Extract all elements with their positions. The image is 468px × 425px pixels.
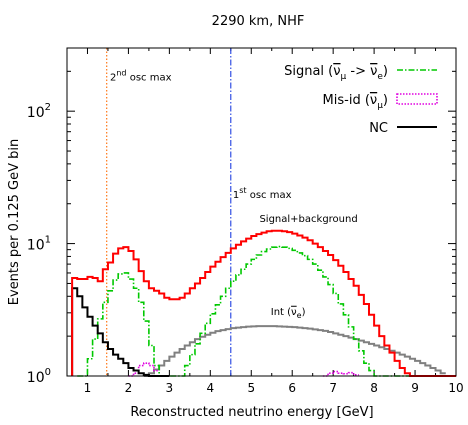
annotation-label: Signal+background [259, 214, 357, 225]
legend-swatch [396, 93, 438, 105]
axis-ticks: 1 2 3 4 5 6 7 8 9 10 100 101 102 [27, 47, 464, 395]
legend-label: Signal (νμ -> νe) [284, 64, 388, 82]
x-tick-label: 9 [411, 381, 419, 395]
y-axis-label: Events per 0.125 GeV bin [7, 139, 22, 305]
x-tick-label: 5 [247, 381, 255, 395]
osc-max-label: 1st osc max [233, 186, 292, 201]
series-misid-line [128, 362, 160, 377]
x-tick-label: 8 [370, 381, 378, 395]
x-tick-label: 3 [166, 381, 174, 395]
osc-max-label: 2nd osc max [110, 69, 172, 84]
series-nc-line [71, 287, 170, 377]
y-tick-label: 100 [27, 367, 51, 386]
legend-label: NC [369, 121, 388, 136]
x-tick-label: 7 [329, 381, 337, 395]
annotations: Signal+background Int (νe) [259, 214, 357, 320]
x-tick-label: 2 [125, 381, 133, 395]
series-signal-line [77, 245, 421, 377]
x-axis-label: Reconstructed neutrino energy [GeV] [130, 405, 373, 420]
annotation-label: Int (νe) [271, 307, 306, 320]
oscillation-maxima-lines: 2nd osc max 1st osc max [106, 48, 292, 376]
chart-title: 2290 km, NHF [212, 14, 305, 29]
x-tick-label: 10 [448, 381, 463, 395]
legend-label: Mis-id (νμ) [323, 93, 388, 111]
x-tick-label: 4 [206, 381, 214, 395]
series-total-line [71, 229, 456, 377]
legend: Signal (νμ -> νe) Mis-id (νμ) NC [284, 64, 438, 136]
y-tick-label: 102 [27, 102, 51, 121]
y-tick-label: 101 [27, 235, 51, 254]
plot-frame [66, 47, 457, 377]
x-tick-label: 1 [84, 381, 92, 395]
x-tick-label: 6 [288, 381, 296, 395]
series-layer [71, 229, 456, 377]
